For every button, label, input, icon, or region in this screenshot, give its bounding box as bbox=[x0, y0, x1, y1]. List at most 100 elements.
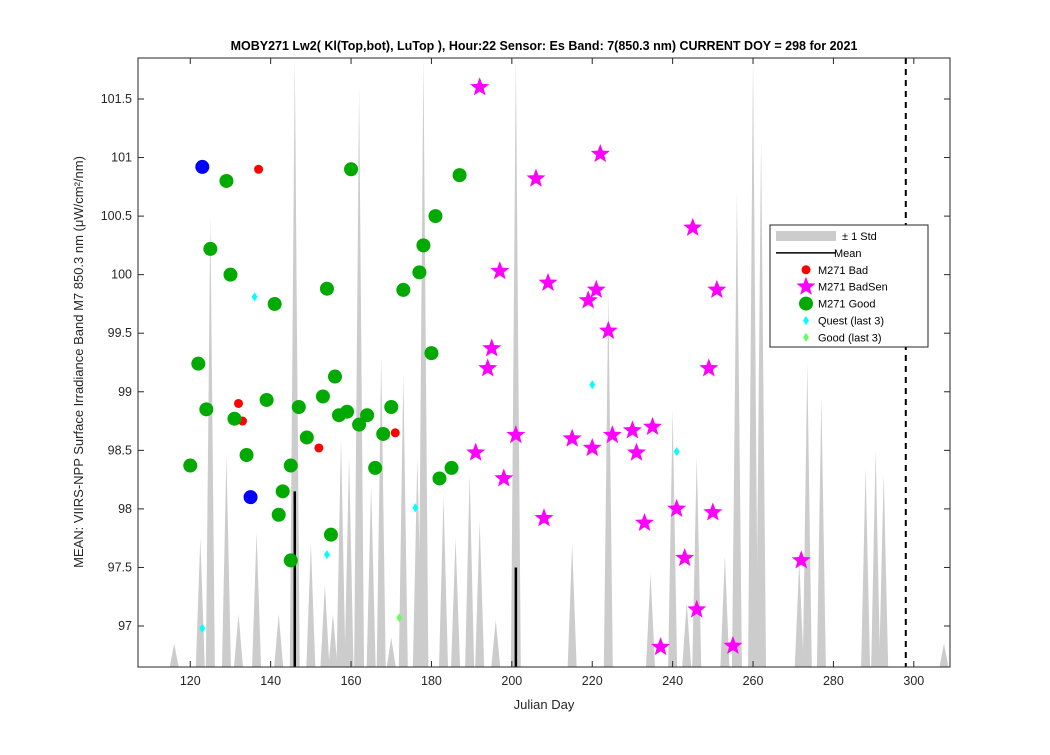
m271-good-point bbox=[432, 471, 447, 486]
y-tick-label: 99 bbox=[118, 385, 132, 399]
std-spike bbox=[802, 362, 812, 667]
m271-badsen-point bbox=[478, 358, 498, 377]
std-spike bbox=[879, 473, 889, 667]
std-spike bbox=[418, 58, 429, 667]
data-points-layer bbox=[183, 77, 811, 656]
x-tick-label: 240 bbox=[662, 674, 683, 688]
std-spike bbox=[475, 520, 485, 667]
std-spike bbox=[328, 614, 338, 667]
m271-bad-point bbox=[390, 428, 400, 438]
y-tick-label: 99.5 bbox=[108, 326, 132, 340]
m271-badsen-point bbox=[602, 425, 622, 444]
std-spike bbox=[376, 356, 386, 667]
x-axis-ticks: 120 140 160 180 200 220 240 260 280 300 bbox=[180, 58, 924, 688]
legend-items: ± 1 Std Mean M271 Bad M271 BadSen M271 Good Q… bbox=[776, 231, 888, 344]
std-spike bbox=[252, 532, 262, 667]
std-spike bbox=[794, 561, 804, 667]
quest-last-3-point bbox=[673, 447, 680, 457]
m271-good-point bbox=[227, 411, 242, 426]
m271-badsen-point bbox=[703, 502, 723, 521]
m271-badsen-point bbox=[494, 468, 514, 487]
good-last-3-point bbox=[396, 613, 403, 623]
m271-good-point bbox=[259, 392, 274, 407]
y-axis-label: MEAN: VIIRS-NPP Surface Irradiance Band … bbox=[71, 156, 86, 568]
m271-good-point bbox=[283, 553, 298, 568]
m271-good-point bbox=[360, 408, 375, 423]
m271-good-point bbox=[396, 282, 411, 297]
m271-good-point bbox=[376, 426, 391, 441]
m271-badsen-point bbox=[470, 77, 490, 96]
plot-area bbox=[138, 58, 950, 667]
m271-good-point bbox=[267, 296, 282, 311]
m271-good-point bbox=[203, 241, 218, 256]
std-spike bbox=[465, 473, 475, 667]
m271-good-point bbox=[344, 162, 359, 177]
highlighted-point bbox=[243, 490, 258, 505]
m271-badsen-point bbox=[683, 217, 703, 236]
legend-std-swatch bbox=[776, 231, 836, 241]
m271-badsen-point bbox=[699, 358, 719, 377]
std-spike bbox=[451, 538, 461, 667]
std-spike bbox=[732, 192, 742, 667]
m271-badsen-point bbox=[723, 635, 743, 655]
std-spike bbox=[354, 87, 365, 667]
std-spike bbox=[871, 450, 881, 667]
quest-last-3-point bbox=[589, 380, 596, 390]
m271-badsen-point bbox=[586, 279, 606, 298]
std-spike bbox=[861, 467, 871, 667]
std-spike bbox=[603, 292, 613, 667]
m271-badsen-point bbox=[582, 437, 602, 457]
m271-badsen-point bbox=[667, 498, 687, 517]
m271-badsen-point bbox=[466, 442, 486, 461]
m271-badsen-point bbox=[622, 420, 642, 439]
std-spike bbox=[439, 497, 448, 667]
x-tick-label: 180 bbox=[421, 674, 442, 688]
y-tick-label: 101 bbox=[111, 151, 132, 165]
m271-good-point bbox=[291, 400, 306, 415]
std-spike bbox=[567, 544, 577, 667]
m271-good-point bbox=[384, 400, 399, 415]
quest-last-3-point bbox=[412, 503, 419, 513]
legend-label: Good (last 3) bbox=[818, 332, 882, 344]
m271-good-point bbox=[331, 408, 346, 423]
x-tick-label: 160 bbox=[341, 674, 362, 688]
legend-marker bbox=[799, 296, 813, 311]
m271-badsen-point bbox=[526, 168, 546, 187]
std-spike bbox=[510, 58, 521, 667]
plot-frame bbox=[137, 57, 951, 668]
m271-good-point bbox=[239, 448, 254, 463]
mean-line-layer bbox=[293, 491, 518, 667]
std-spike bbox=[289, 58, 300, 667]
m271-good-point bbox=[428, 209, 443, 224]
legend-label: Quest (last 3) bbox=[818, 316, 884, 328]
std-spike bbox=[306, 544, 316, 667]
x-tick-label: 300 bbox=[903, 674, 924, 688]
m271-badsen-point bbox=[578, 290, 598, 309]
m271-badsen-point bbox=[707, 279, 727, 298]
std-spike bbox=[336, 438, 346, 667]
std-spike bbox=[939, 643, 949, 667]
x-tick-label: 280 bbox=[823, 674, 844, 688]
y-tick-label: 97 bbox=[118, 619, 132, 633]
m271-badsen-point bbox=[643, 416, 663, 435]
m271-good-point bbox=[275, 484, 290, 499]
legend-box bbox=[769, 224, 929, 348]
m271-badsen-point bbox=[687, 599, 707, 618]
std-spike bbox=[816, 397, 826, 667]
m271-badsen-point bbox=[651, 637, 671, 656]
legend-marker bbox=[801, 265, 811, 275]
std-spike bbox=[720, 555, 730, 667]
legend-label: Mean bbox=[834, 248, 862, 260]
y-tick-label: 101.5 bbox=[101, 92, 132, 106]
x-tick-label: 120 bbox=[180, 674, 201, 688]
std-spike bbox=[491, 620, 501, 667]
std-spike bbox=[366, 485, 376, 667]
y-tick-label: 98 bbox=[118, 502, 132, 516]
m271-good-point bbox=[323, 527, 338, 542]
legend-marker bbox=[796, 276, 816, 295]
chart-title: MOBY271 Lw2( Kl(Top,bot), LuTop ), Hour:… bbox=[231, 39, 858, 53]
quest-last-3-point bbox=[323, 550, 330, 560]
m271-good-point bbox=[368, 460, 383, 475]
